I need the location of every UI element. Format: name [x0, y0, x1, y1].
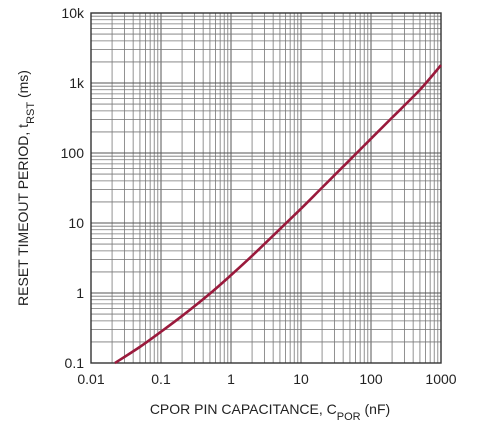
x-tick-label: 100	[359, 371, 383, 387]
x-tick-labels: 0.01 0.1 1 10 100 1000	[77, 371, 456, 387]
y-tick-label: 10k	[61, 5, 85, 21]
y-tick-label: 1k	[69, 75, 85, 91]
x-tick-label: 1000	[425, 371, 456, 387]
y-tick-label: 100	[61, 145, 85, 161]
y-tick-label: 10	[68, 215, 84, 231]
y-axis-title-unit: (ms)	[15, 70, 31, 102]
y-axis-title-main: RESET TIMEOUT PERIOD, t	[15, 124, 31, 306]
x-axis-title-unit: (nF)	[361, 401, 391, 417]
x-tick-label: 0.01	[77, 371, 104, 387]
x-tick-label: 0.1	[151, 371, 171, 387]
grid	[90, 13, 441, 364]
x-tick-label: 10	[293, 371, 309, 387]
x-axis-title-subscript: POR	[337, 411, 361, 421]
x-axis-title: CPOR PIN CAPACITANCE, CPOR (nF)	[150, 401, 390, 421]
y-tick-labels: 0.1 1 10 100 1k 10k	[61, 5, 85, 371]
x-axis-title-main: CPOR PIN CAPACITANCE, C	[150, 401, 337, 417]
x-tick-label: 1	[227, 371, 235, 387]
y-axis-title-subscript: RST	[25, 102, 37, 124]
y-tick-label: 1	[76, 285, 84, 301]
plot-frame	[90, 12, 442, 364]
y-tick-label: 0.1	[65, 355, 85, 371]
series-line	[114, 64, 442, 365]
y-axis-title: RESET TIMEOUT PERIOD, tRST (ms)	[15, 70, 37, 306]
